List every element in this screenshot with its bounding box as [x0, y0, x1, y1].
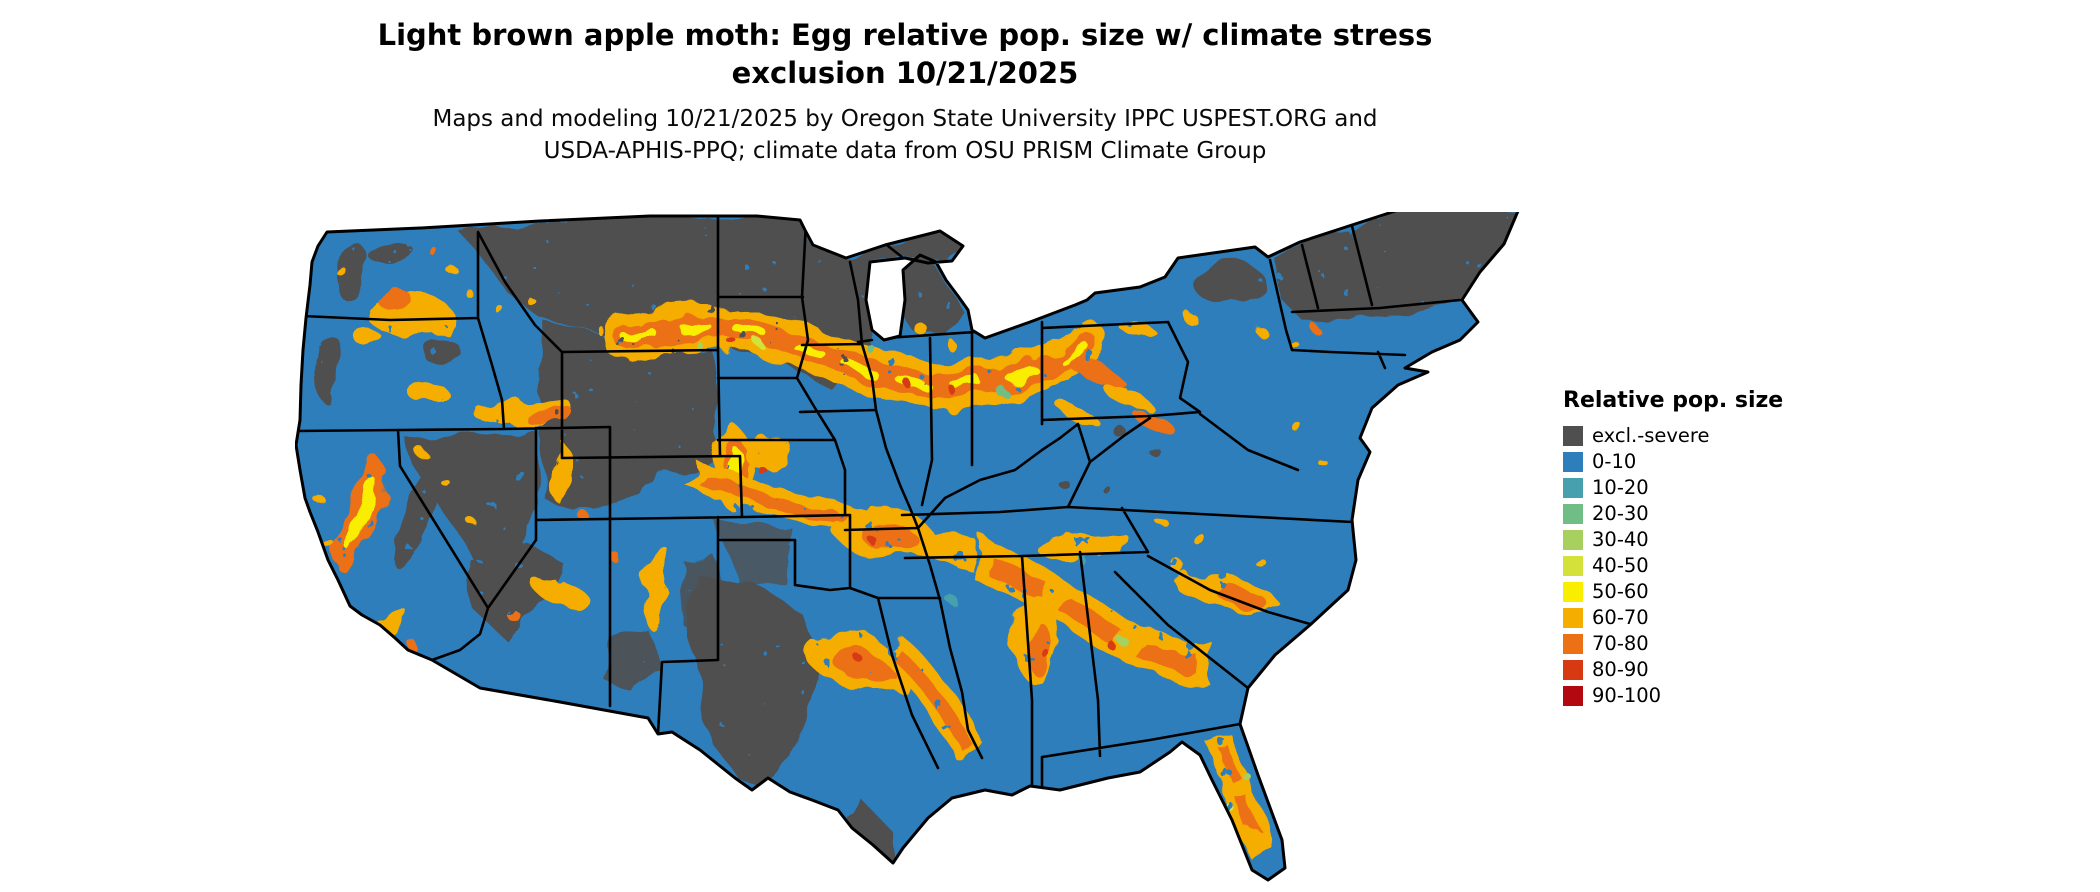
legend-items: excl.-severe 0-10 10-20 20-30 30-40 40-5… — [1563, 423, 1783, 709]
legend-title: Relative pop. size — [1563, 388, 1784, 413]
legend-item-label: 60-70 — [1592, 606, 1649, 630]
legend-item-label: 70-80 — [1592, 632, 1649, 656]
legend-item: 0-10 — [1563, 449, 1783, 475]
legend-swatch — [1563, 556, 1583, 576]
legend-item-label: 90-100 — [1592, 684, 1662, 708]
legend-item: excl.-severe — [1563, 423, 1783, 449]
figure-subtitle-line2: USDA-APHIS-PPQ; climate data from OSU PR… — [543, 137, 1267, 164]
legend-item: 60-70 — [1563, 605, 1783, 631]
legend-item: 70-80 — [1563, 631, 1783, 657]
state-borders — [296, 215, 1462, 792]
figure-title: Light brown apple moth: Egg relative pop… — [250, 16, 1560, 93]
legend-item: 90-100 — [1563, 683, 1783, 709]
legend-item-label: 0-10 — [1592, 450, 1637, 474]
legend-item: 30-40 — [1563, 527, 1783, 553]
legend-swatch — [1563, 660, 1583, 680]
legend-item: 40-50 — [1563, 553, 1783, 579]
legend-item-label: excl.-severe — [1592, 424, 1710, 448]
legend-item-label: 20-30 — [1592, 502, 1649, 526]
legend-item: 20-30 — [1563, 501, 1783, 527]
figure-subtitle-line1: Maps and modeling 10/21/2025 by Oregon S… — [432, 106, 1378, 132]
legend-swatch — [1563, 634, 1583, 654]
figure-subtitle: Maps and modeling 10/21/2025 by Oregon S… — [250, 104, 1560, 167]
legend-swatch — [1563, 582, 1583, 602]
legend-item: 80-90 — [1563, 657, 1783, 683]
legend: Relative pop. size excl.-severe 0-10 10-… — [1563, 388, 1783, 709]
legend-item-label: 10-20 — [1592, 476, 1649, 500]
legend-swatch — [1563, 608, 1583, 628]
figure-title-line2: exclusion 10/21/2025 — [731, 56, 1079, 91]
legend-item-label: 50-60 — [1592, 580, 1649, 604]
us-population-map — [295, 212, 1520, 882]
legend-swatch — [1563, 686, 1583, 706]
legend-swatch — [1563, 426, 1583, 446]
legend-item: 50-60 — [1563, 579, 1783, 605]
legend-item-label: 80-90 — [1592, 658, 1649, 682]
legend-swatch — [1563, 478, 1583, 498]
legend-swatch — [1563, 504, 1583, 524]
legend-swatch — [1563, 452, 1583, 472]
legend-item: 10-20 — [1563, 475, 1783, 501]
legend-swatch — [1563, 530, 1583, 550]
figure-title-line1: Light brown apple moth: Egg relative pop… — [377, 18, 1433, 52]
legend-item-label: 40-50 — [1592, 554, 1649, 578]
legend-item-label: 30-40 — [1592, 528, 1649, 552]
